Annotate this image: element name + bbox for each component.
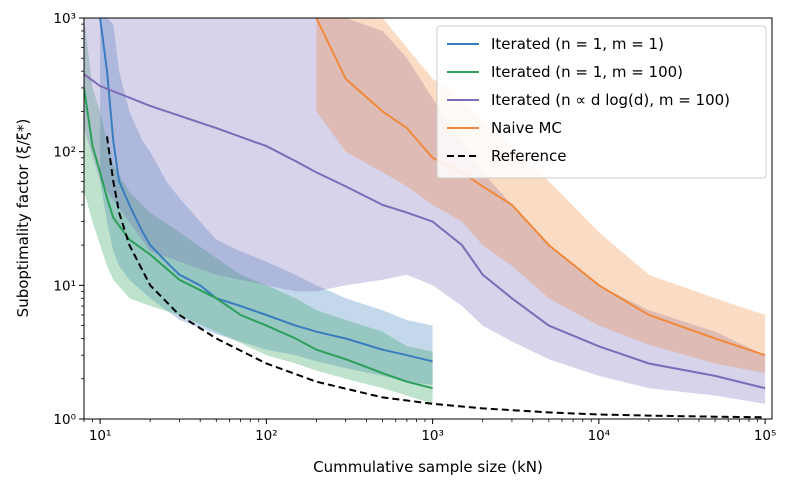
y-tick-label: 10⁰	[53, 412, 76, 428]
band-series-1	[84, 18, 433, 404]
x-axis: 10¹ 10² 10³ 10⁴ 10⁵	[83, 419, 777, 444]
band-series-0	[100, 18, 433, 385]
y-tick-label: 10¹	[53, 278, 76, 294]
legend-box	[436, 25, 767, 179]
confidence-bands	[84, 18, 766, 404]
line-series-4	[106, 136, 766, 419]
line-series-0	[99, 18, 433, 363]
x-tick-label: 10⁴	[588, 428, 611, 444]
band-series-3	[316, 18, 766, 374]
y-tick-label: 10³	[53, 11, 76, 27]
legend-label-1: Iterated (n = 1, m = 100)	[491, 63, 683, 81]
series-lines	[84, 18, 766, 419]
legend-label-0: Iterated (n = 1, m = 1)	[491, 35, 664, 53]
x-tick-label: 10¹	[89, 428, 112, 444]
line-series-3	[315, 18, 766, 357]
legend-label-4: Reference	[491, 147, 567, 165]
y-tick-label: 10²	[53, 145, 76, 161]
line-series-1	[84, 87, 433, 390]
band-series-2	[84, 18, 766, 404]
line-series-2	[84, 73, 766, 390]
legend-label-3: Naive MC	[491, 119, 562, 137]
plot-frame	[83, 17, 773, 420]
x-axis-label: Cummulative sample size (kN)	[313, 458, 543, 476]
legend: Iterated (n = 1, m = 1) Iterated (n = 1, …	[436, 25, 767, 179]
legend-label-2: Iterated (n ∝ d log(d), m = 100)	[491, 91, 730, 109]
x-tick-label: 10³	[421, 428, 444, 444]
x-tick-label: 10⁵	[754, 428, 777, 444]
y-axis: 10⁰ 10¹ 10² 10³	[53, 11, 84, 428]
x-tick-label: 10²	[255, 428, 278, 444]
y-axis-label: Suboptimality factor (ξ/ξ*)	[14, 119, 32, 318]
